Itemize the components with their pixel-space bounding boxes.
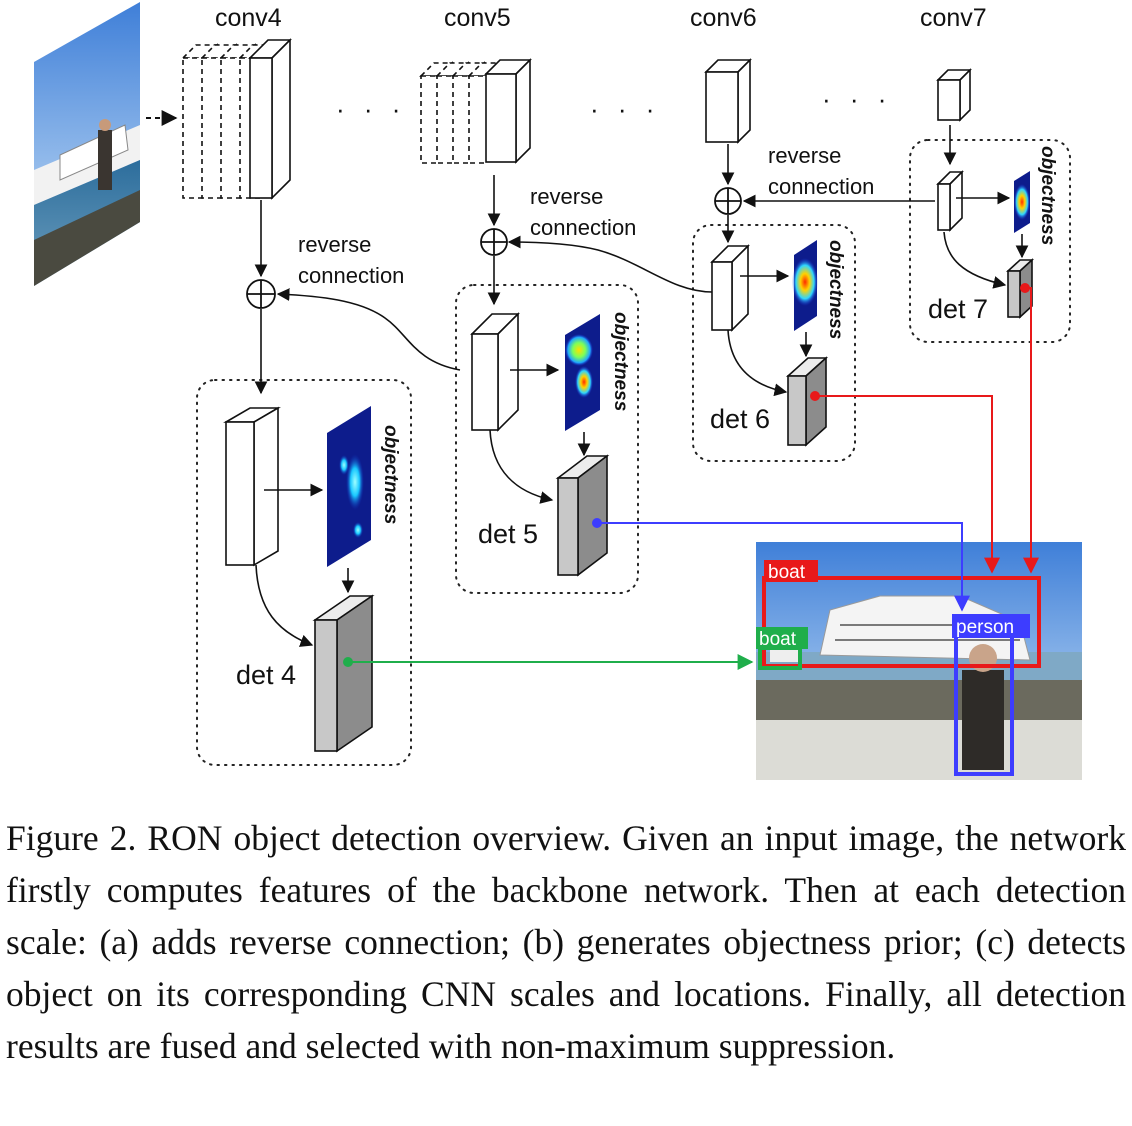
det4-block	[312, 594, 375, 753]
small-boat-tag-label: boat	[759, 629, 797, 650]
objectness-label-det6: objectness	[825, 240, 846, 339]
reverse-label-1: reverse	[298, 232, 371, 257]
det7-label: det 7	[928, 294, 988, 324]
det4-label: det 4	[236, 660, 296, 690]
objectness-arrows	[264, 191, 1029, 594]
conv6-block	[704, 58, 752, 144]
boat-box	[762, 576, 1041, 668]
objectness-map-det5	[565, 314, 600, 431]
conv7-label: conv7	[920, 4, 987, 32]
det5-label: det 5	[478, 519, 538, 549]
objectness-map-det4	[327, 406, 371, 567]
connection-label-2: connection	[530, 215, 636, 240]
ellipsis-1: · · ·	[336, 94, 406, 124]
conv5-label: conv5	[444, 4, 511, 32]
det7-group	[909, 139, 1071, 343]
boat-tag-bg	[764, 560, 818, 582]
objectness-label-det5: objectness	[610, 312, 631, 411]
conv6-label: conv6	[690, 4, 757, 32]
det5-group	[455, 284, 639, 594]
ron-diagram: conv4 · · · conv5 · · · conv6 · · · conv…	[34, 2, 1082, 780]
boat-tag-label: boat	[768, 562, 806, 583]
reverse-connection-arrows	[276, 194, 935, 371]
conv5-stack	[419, 58, 532, 165]
reverse-label-3: reverse	[768, 143, 841, 168]
output-paths	[348, 287, 1039, 670]
det-curved-arrows	[255, 231, 1007, 647]
sum-node-conv6	[714, 187, 742, 215]
reverse-label-2: reverse	[530, 184, 603, 209]
sum-node-conv4	[246, 279, 276, 309]
objectness-map-det6	[792, 240, 818, 331]
figure-caption: Figure 2. RON object detection overview.…	[6, 818, 1126, 1066]
sum-node-conv5	[480, 228, 508, 256]
connection-label-3: connection	[768, 174, 874, 199]
conv4-stack	[181, 38, 292, 200]
det7-output-dot	[1020, 283, 1030, 293]
ellipsis-3: · · ·	[822, 84, 892, 114]
objectness-label-det4: objectness	[380, 425, 401, 524]
conv7-block	[936, 68, 972, 122]
input-image	[34, 2, 140, 286]
det6-group	[692, 224, 856, 462]
conv4-label: conv4	[215, 4, 282, 32]
objectness-label-det7: objectness	[1037, 146, 1058, 245]
objectness-map-det7	[1014, 171, 1030, 233]
det6-block	[785, 356, 829, 447]
person-tag-label: person	[956, 617, 1014, 638]
connection-label-1: connection	[298, 263, 404, 288]
small-boat-tag-bg	[756, 627, 808, 649]
flow-arrows	[254, 125, 957, 395]
det4-output-dot	[343, 657, 353, 667]
det6-output-dot	[810, 391, 820, 401]
det6-label: det 6	[710, 404, 770, 434]
ellipsis-2: · · ·	[590, 94, 660, 124]
feature-maps	[223, 170, 964, 567]
person-tag-bg	[952, 614, 1030, 638]
det4-group	[196, 379, 412, 766]
det5-block	[555, 454, 610, 577]
det5-output-dot	[592, 518, 602, 528]
